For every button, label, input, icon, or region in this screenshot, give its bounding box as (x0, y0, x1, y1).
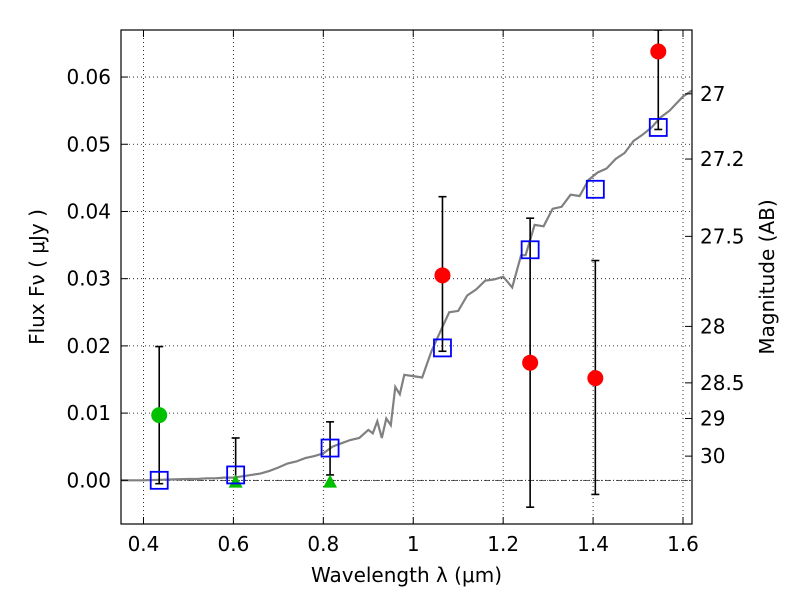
x-tick-label: 0.8 (307, 532, 339, 556)
y2-tick-label: 29 (700, 406, 725, 430)
y2-axis-label: Magnitude (AB) (755, 199, 779, 354)
blue-square-point (585, 179, 605, 199)
x-tick-label: 0.6 (217, 532, 249, 556)
green-data-point (151, 407, 168, 424)
blue-square-point (320, 438, 340, 458)
x-tick-label: 0.4 (128, 532, 160, 556)
x-tick-label: 1.6 (667, 532, 699, 556)
red-data-point (650, 43, 667, 60)
y-tick-label: 0.02 (66, 334, 111, 358)
x-tick-label: 1 (407, 532, 420, 556)
plot-area (121, 30, 692, 508)
blue-square-point (648, 118, 668, 137)
grid-lines (121, 30, 692, 524)
y-tick-label: 0.00 (66, 468, 111, 492)
axis-ticks: 0.4 0.6 0.8 1 1.2 1.4 1.6 0.00 0.01 0.02 0.03 0.04 0… (66, 30, 745, 556)
y2-tick-label: 30 (700, 444, 725, 468)
y2-tick-label: 27 (700, 82, 725, 106)
blue-square-point (433, 338, 452, 358)
green-upper-limit-triangle (323, 474, 338, 488)
model-spectrum-line (121, 89, 692, 482)
y-tick-label: 0.04 (66, 199, 111, 223)
blue-square-point (149, 470, 169, 490)
y2-tick-label: 28 (700, 314, 725, 338)
y2-tick-label: 28.5 (700, 371, 745, 395)
red-data-point (587, 370, 604, 387)
y-tick-label: 0.05 (66, 132, 111, 156)
y-tick-label: 0.01 (66, 401, 111, 425)
y2-tick-label: 27.5 (700, 224, 745, 248)
green-upper-limit-triangle (228, 474, 243, 488)
red-data-point (522, 354, 539, 371)
blue-square-point (226, 465, 246, 485)
red-data-point (434, 267, 451, 284)
y-tick-label: 0.06 (66, 65, 111, 89)
plot-frame (120, 29, 693, 525)
y2-tick-label: 27.2 (700, 147, 745, 171)
x-tick-label: 1.4 (577, 532, 609, 556)
x-tick-label: 1.2 (487, 532, 519, 556)
y-axis-label: Flux Fν ( μJy ) (25, 209, 49, 345)
blue-square-point (520, 240, 540, 260)
x-axis-label: Wavelength λ (μm) (311, 563, 502, 587)
y-tick-label: 0.03 (66, 267, 111, 291)
